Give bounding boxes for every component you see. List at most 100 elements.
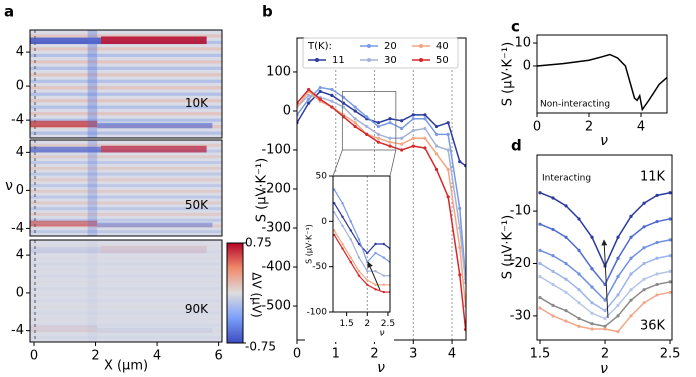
series-line — [333, 211, 390, 277]
series-point — [668, 238, 672, 242]
series-point — [388, 140, 392, 144]
series-point — [411, 128, 415, 133]
series-point — [307, 97, 311, 101]
series-point — [577, 248, 581, 252]
series-point — [374, 283, 377, 286]
legend-label: 11 — [332, 55, 345, 66]
series-point — [629, 235, 633, 239]
series-point — [655, 282, 659, 287]
series-line — [333, 230, 390, 286]
series-point — [307, 101, 311, 105]
heatmap-stripe — [30, 256, 222, 260]
zoom-connector — [332, 149, 343, 177]
heatmap-stripe — [30, 305, 222, 309]
series-point — [551, 269, 555, 273]
y-tick-label: 100 — [266, 64, 291, 79]
x-tick-label: 2 — [585, 119, 593, 134]
axes-frame — [29, 139, 223, 237]
series-point — [434, 167, 439, 172]
series-point — [330, 99, 334, 103]
series-point — [341, 215, 344, 218]
series-point — [458, 160, 462, 164]
axes-frame — [536, 34, 668, 114]
series-point — [353, 121, 357, 125]
y-axis-label: S (μV·K⁻¹) — [305, 224, 314, 264]
y-tick-label: -10 — [510, 204, 531, 219]
heatmap-bg — [30, 240, 222, 342]
y-axis-label: ν — [5, 178, 13, 194]
series-point — [668, 290, 672, 294]
heatmap-stripe — [30, 286, 222, 290]
x-tick-label: 2 — [91, 348, 99, 363]
series-point — [590, 285, 594, 289]
series-point — [564, 309, 568, 313]
series-point — [411, 113, 415, 117]
heatmap-feature — [30, 120, 98, 128]
series-point — [434, 152, 439, 156]
heatmap-stripe — [30, 311, 222, 315]
series-point — [642, 225, 646, 229]
series-point — [382, 274, 386, 277]
y-tick-label: -4 — [11, 113, 24, 128]
axes-frame — [536, 154, 673, 341]
series-point — [376, 136, 380, 140]
y-tick-label: -50 — [312, 262, 327, 272]
heatmap-feature — [87, 240, 98, 342]
series-point — [330, 87, 334, 92]
series-point — [341, 247, 344, 250]
panel-letter: d — [511, 137, 522, 155]
plot-area — [538, 191, 672, 334]
series-point — [458, 245, 462, 250]
series-point — [357, 256, 361, 259]
series-point — [382, 290, 386, 294]
series-point — [400, 119, 404, 123]
series-point — [577, 324, 581, 328]
annotation: Non-interacting — [540, 100, 610, 110]
heatmap-stripe — [30, 224, 222, 228]
series-point — [616, 314, 620, 318]
series-point — [577, 217, 581, 221]
series-point — [590, 301, 594, 305]
colorbar-tick-label: 0.75 — [245, 236, 272, 250]
y-tick-label: -300 — [261, 221, 291, 236]
series-line — [333, 202, 390, 254]
heatmap-stripe — [30, 280, 222, 284]
heatmap-stripe — [30, 47, 222, 51]
y-axis-label: S (μV·K⁻¹) — [501, 215, 516, 279]
heatmap-stripe — [30, 230, 222, 234]
series-point — [446, 132, 450, 136]
heatmap-stripe — [30, 166, 222, 170]
series-point — [333, 233, 336, 237]
heatmap-stripe — [30, 99, 222, 103]
series-point — [349, 220, 352, 223]
heatmap-feature — [101, 36, 207, 45]
series-point — [642, 201, 646, 205]
series-point — [400, 126, 404, 131]
heatmap-feature — [30, 37, 102, 45]
series-point — [564, 235, 568, 239]
panel-letter: c — [511, 18, 520, 36]
series-point — [551, 254, 555, 258]
series-point — [642, 277, 646, 281]
heatmap-stripe — [30, 143, 222, 147]
series-point — [353, 117, 357, 121]
heatmap-bg — [30, 30, 222, 138]
series-point — [603, 324, 607, 328]
heatmap-feature — [87, 140, 98, 236]
series-point — [307, 93, 311, 97]
series-point — [642, 261, 646, 266]
x-tick-label: 2 — [370, 346, 378, 361]
series-point — [603, 316, 607, 321]
x-tick-label: 1.5 — [339, 319, 353, 329]
series-point — [590, 322, 594, 326]
y-tick-label: -4 — [11, 323, 24, 338]
heatmap-stripe — [30, 66, 222, 70]
series-line — [333, 234, 390, 293]
legend-title: T(K): — [307, 41, 332, 52]
series-line — [537, 53, 667, 112]
series-point — [616, 330, 620, 334]
heatmap-stripe — [30, 172, 222, 176]
series-point — [458, 206, 462, 211]
inset-bg — [305, 172, 394, 342]
heatmap-stripe — [30, 250, 222, 254]
